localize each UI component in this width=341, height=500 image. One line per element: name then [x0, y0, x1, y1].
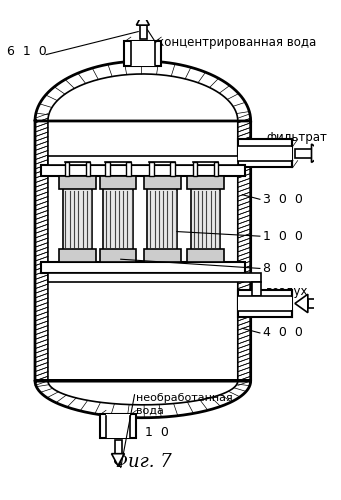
Bar [193, 162, 197, 176]
Bar [170, 162, 175, 176]
Bar [144, 249, 181, 262]
Bar [104, 190, 132, 248]
Bar [238, 290, 292, 318]
Text: 8  0  0: 8 0 0 [263, 262, 303, 275]
Text: 1  0  0: 1 0 0 [263, 230, 302, 242]
Text: 4  0  0: 4 0 0 [263, 326, 302, 340]
Text: 6  1  0: 6 1 0 [8, 46, 47, 59]
Bar [41, 165, 245, 176]
Bar [106, 414, 130, 438]
Bar [100, 249, 136, 262]
Polygon shape [112, 454, 124, 466]
Text: Фиг. 7: Фиг. 7 [114, 453, 172, 471]
Bar [100, 176, 136, 189]
Bar [149, 162, 154, 176]
Text: необработанная
вода: необработанная вода [136, 393, 233, 415]
Text: концентрированная вода: концентрированная вода [157, 36, 316, 49]
Bar [59, 249, 96, 262]
Bar [140, 25, 147, 39]
Bar [100, 414, 136, 438]
Text: 3  0  0: 3 0 0 [263, 193, 302, 206]
Bar [63, 190, 91, 248]
Polygon shape [295, 294, 308, 312]
Bar [238, 140, 292, 167]
Bar [131, 41, 155, 66]
Text: воздух: воздух [266, 285, 309, 298]
Bar [238, 146, 292, 160]
Bar [308, 299, 324, 308]
Polygon shape [312, 144, 324, 163]
Bar [64, 162, 69, 176]
Bar [187, 176, 224, 189]
Bar [48, 273, 261, 282]
Bar [187, 249, 224, 262]
Bar [238, 296, 292, 311]
Bar [148, 190, 176, 248]
Bar [295, 148, 312, 158]
Bar [192, 190, 219, 248]
Bar [126, 162, 131, 176]
Bar [86, 162, 90, 176]
Bar [41, 262, 245, 273]
Bar [115, 440, 122, 454]
Bar [59, 176, 96, 189]
Text: 5  1  0: 5 1 0 [129, 426, 169, 439]
Text: фильтрат: фильтрат [266, 131, 327, 144]
Bar [144, 176, 181, 189]
Bar [214, 162, 219, 176]
Bar [48, 156, 238, 165]
Bar [105, 162, 110, 176]
Polygon shape [136, 13, 149, 25]
Bar [124, 41, 161, 66]
Bar [252, 282, 261, 296]
